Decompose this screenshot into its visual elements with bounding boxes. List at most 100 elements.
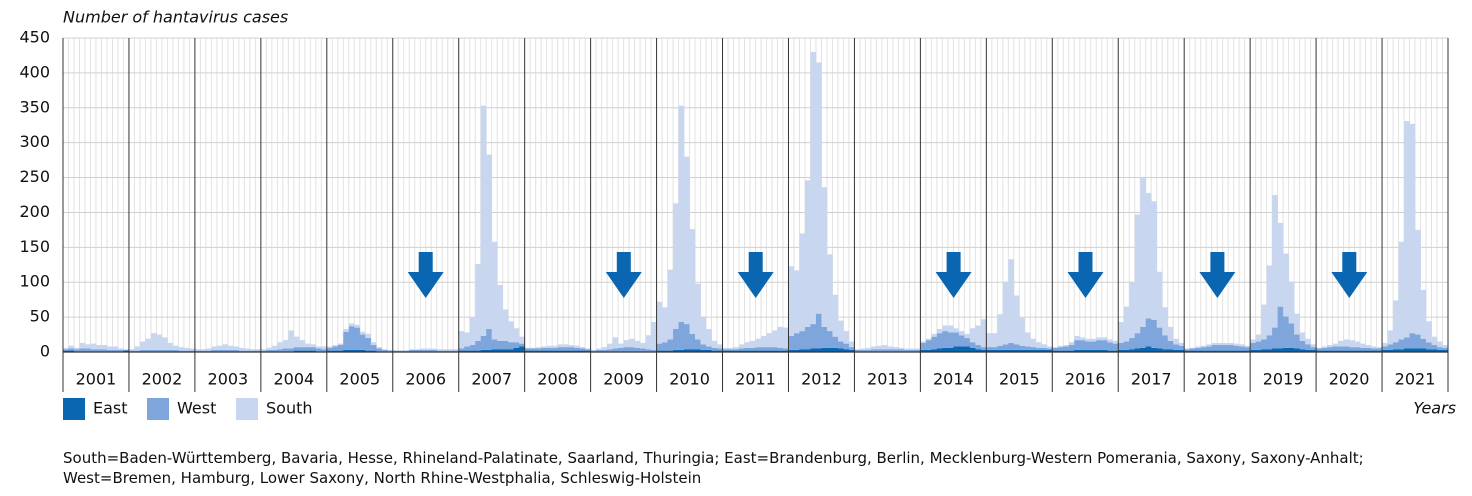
bar-segment — [1354, 347, 1361, 351]
bar-segment — [480, 349, 487, 352]
bar-segment — [1321, 347, 1328, 351]
bar-segment — [969, 347, 976, 352]
bar-segment — [90, 349, 97, 352]
bar-segment — [282, 340, 289, 349]
bar-segment — [519, 346, 525, 352]
bar-segment — [1305, 349, 1311, 352]
bar-segment — [513, 342, 520, 348]
bar-segment — [502, 349, 509, 352]
bar-segment — [1426, 349, 1432, 352]
bar-segment — [1052, 350, 1059, 352]
bar-segment — [766, 347, 773, 351]
bar-segment — [925, 340, 932, 350]
bar-segment — [854, 349, 861, 352]
bar-segment — [299, 340, 306, 348]
bar-segment — [651, 321, 657, 350]
bar-segment — [112, 349, 119, 352]
bar-segment — [964, 333, 971, 339]
bar-segment — [750, 350, 756, 352]
bar-segment — [579, 348, 586, 351]
bar-segment — [695, 283, 701, 340]
arrow — [1067, 252, 1104, 298]
bar-segment — [420, 349, 427, 352]
bar-segment — [980, 347, 987, 350]
bar-segment — [903, 349, 910, 352]
bar-segment — [771, 350, 778, 352]
bar-segment — [178, 347, 185, 351]
bar-segment — [733, 347, 740, 350]
bar-segment — [574, 347, 580, 351]
bar-segment — [513, 328, 520, 343]
x-tick-label: 2005 — [339, 370, 380, 389]
arrow — [1199, 252, 1236, 298]
bar-segment — [728, 347, 734, 350]
bar-segment — [964, 338, 971, 347]
bar-segment — [117, 349, 124, 352]
bar-segment — [821, 187, 828, 327]
bar-segment — [1354, 350, 1361, 352]
bar-segment — [1074, 335, 1081, 341]
bar-segment — [843, 343, 850, 350]
bar-segment — [156, 349, 163, 352]
bar-segment — [859, 349, 866, 352]
bar-segment — [200, 350, 207, 352]
bar-segment — [1068, 342, 1075, 346]
bar-segment — [777, 350, 784, 352]
bar-segment — [760, 350, 767, 352]
bar-segment — [271, 349, 278, 352]
bar-segment — [673, 203, 679, 329]
bar-segment — [337, 345, 344, 351]
bar-segment — [1206, 346, 1212, 351]
arrow — [935, 252, 972, 298]
bar-segment — [596, 348, 602, 350]
bar-segment — [1079, 349, 1086, 352]
bar-segment — [1063, 345, 1070, 347]
bar-segment — [1426, 342, 1432, 350]
bar-segment — [936, 348, 943, 352]
bar-segment — [288, 330, 295, 349]
bar-segment — [1404, 337, 1410, 349]
bar-segment — [1008, 259, 1015, 343]
x-tick-label: 2013 — [867, 370, 908, 389]
bar-segment — [464, 350, 471, 352]
bar-segment — [1338, 346, 1344, 351]
bar-segment — [1305, 344, 1311, 350]
y-tick-label: 150 — [19, 237, 50, 256]
bar-segment — [717, 348, 723, 351]
bar-segment — [453, 350, 460, 352]
bar-segment — [1206, 344, 1212, 347]
bar-segment — [139, 349, 146, 352]
bar-segment — [1415, 334, 1421, 349]
bar-segment — [1349, 350, 1355, 352]
bar-segment — [1074, 340, 1081, 350]
bar-segment — [1063, 346, 1070, 351]
bar-segment — [480, 105, 487, 336]
bar-segment — [90, 343, 97, 350]
bar-segment — [546, 345, 553, 348]
bar-segment — [1266, 265, 1273, 336]
bar-segment — [1024, 349, 1031, 352]
bar-segment — [788, 266, 795, 336]
bar-segment — [326, 346, 333, 348]
bar-segment — [1310, 349, 1317, 352]
bar-segment — [1305, 338, 1311, 345]
bar-segment — [464, 346, 471, 351]
bar-segment — [1261, 339, 1267, 350]
bar-segment — [1228, 345, 1234, 351]
bar-segment — [1101, 337, 1108, 341]
bar-segment — [1349, 340, 1355, 348]
bar-segment — [1365, 345, 1372, 348]
bar-segment — [689, 229, 696, 334]
bar-segment — [892, 349, 899, 352]
bar-segment — [667, 350, 674, 352]
bar-segment — [771, 347, 778, 351]
bar-segment — [1437, 341, 1443, 348]
bar-segment — [431, 349, 438, 352]
x-tick-label: 2014 — [933, 370, 974, 389]
bar-segment — [618, 343, 624, 348]
bar-segment — [1035, 342, 1042, 348]
bar-segment — [1420, 289, 1427, 339]
bar-segment — [1338, 350, 1344, 352]
bar-segment — [881, 349, 888, 352]
bar-segment — [826, 347, 833, 352]
